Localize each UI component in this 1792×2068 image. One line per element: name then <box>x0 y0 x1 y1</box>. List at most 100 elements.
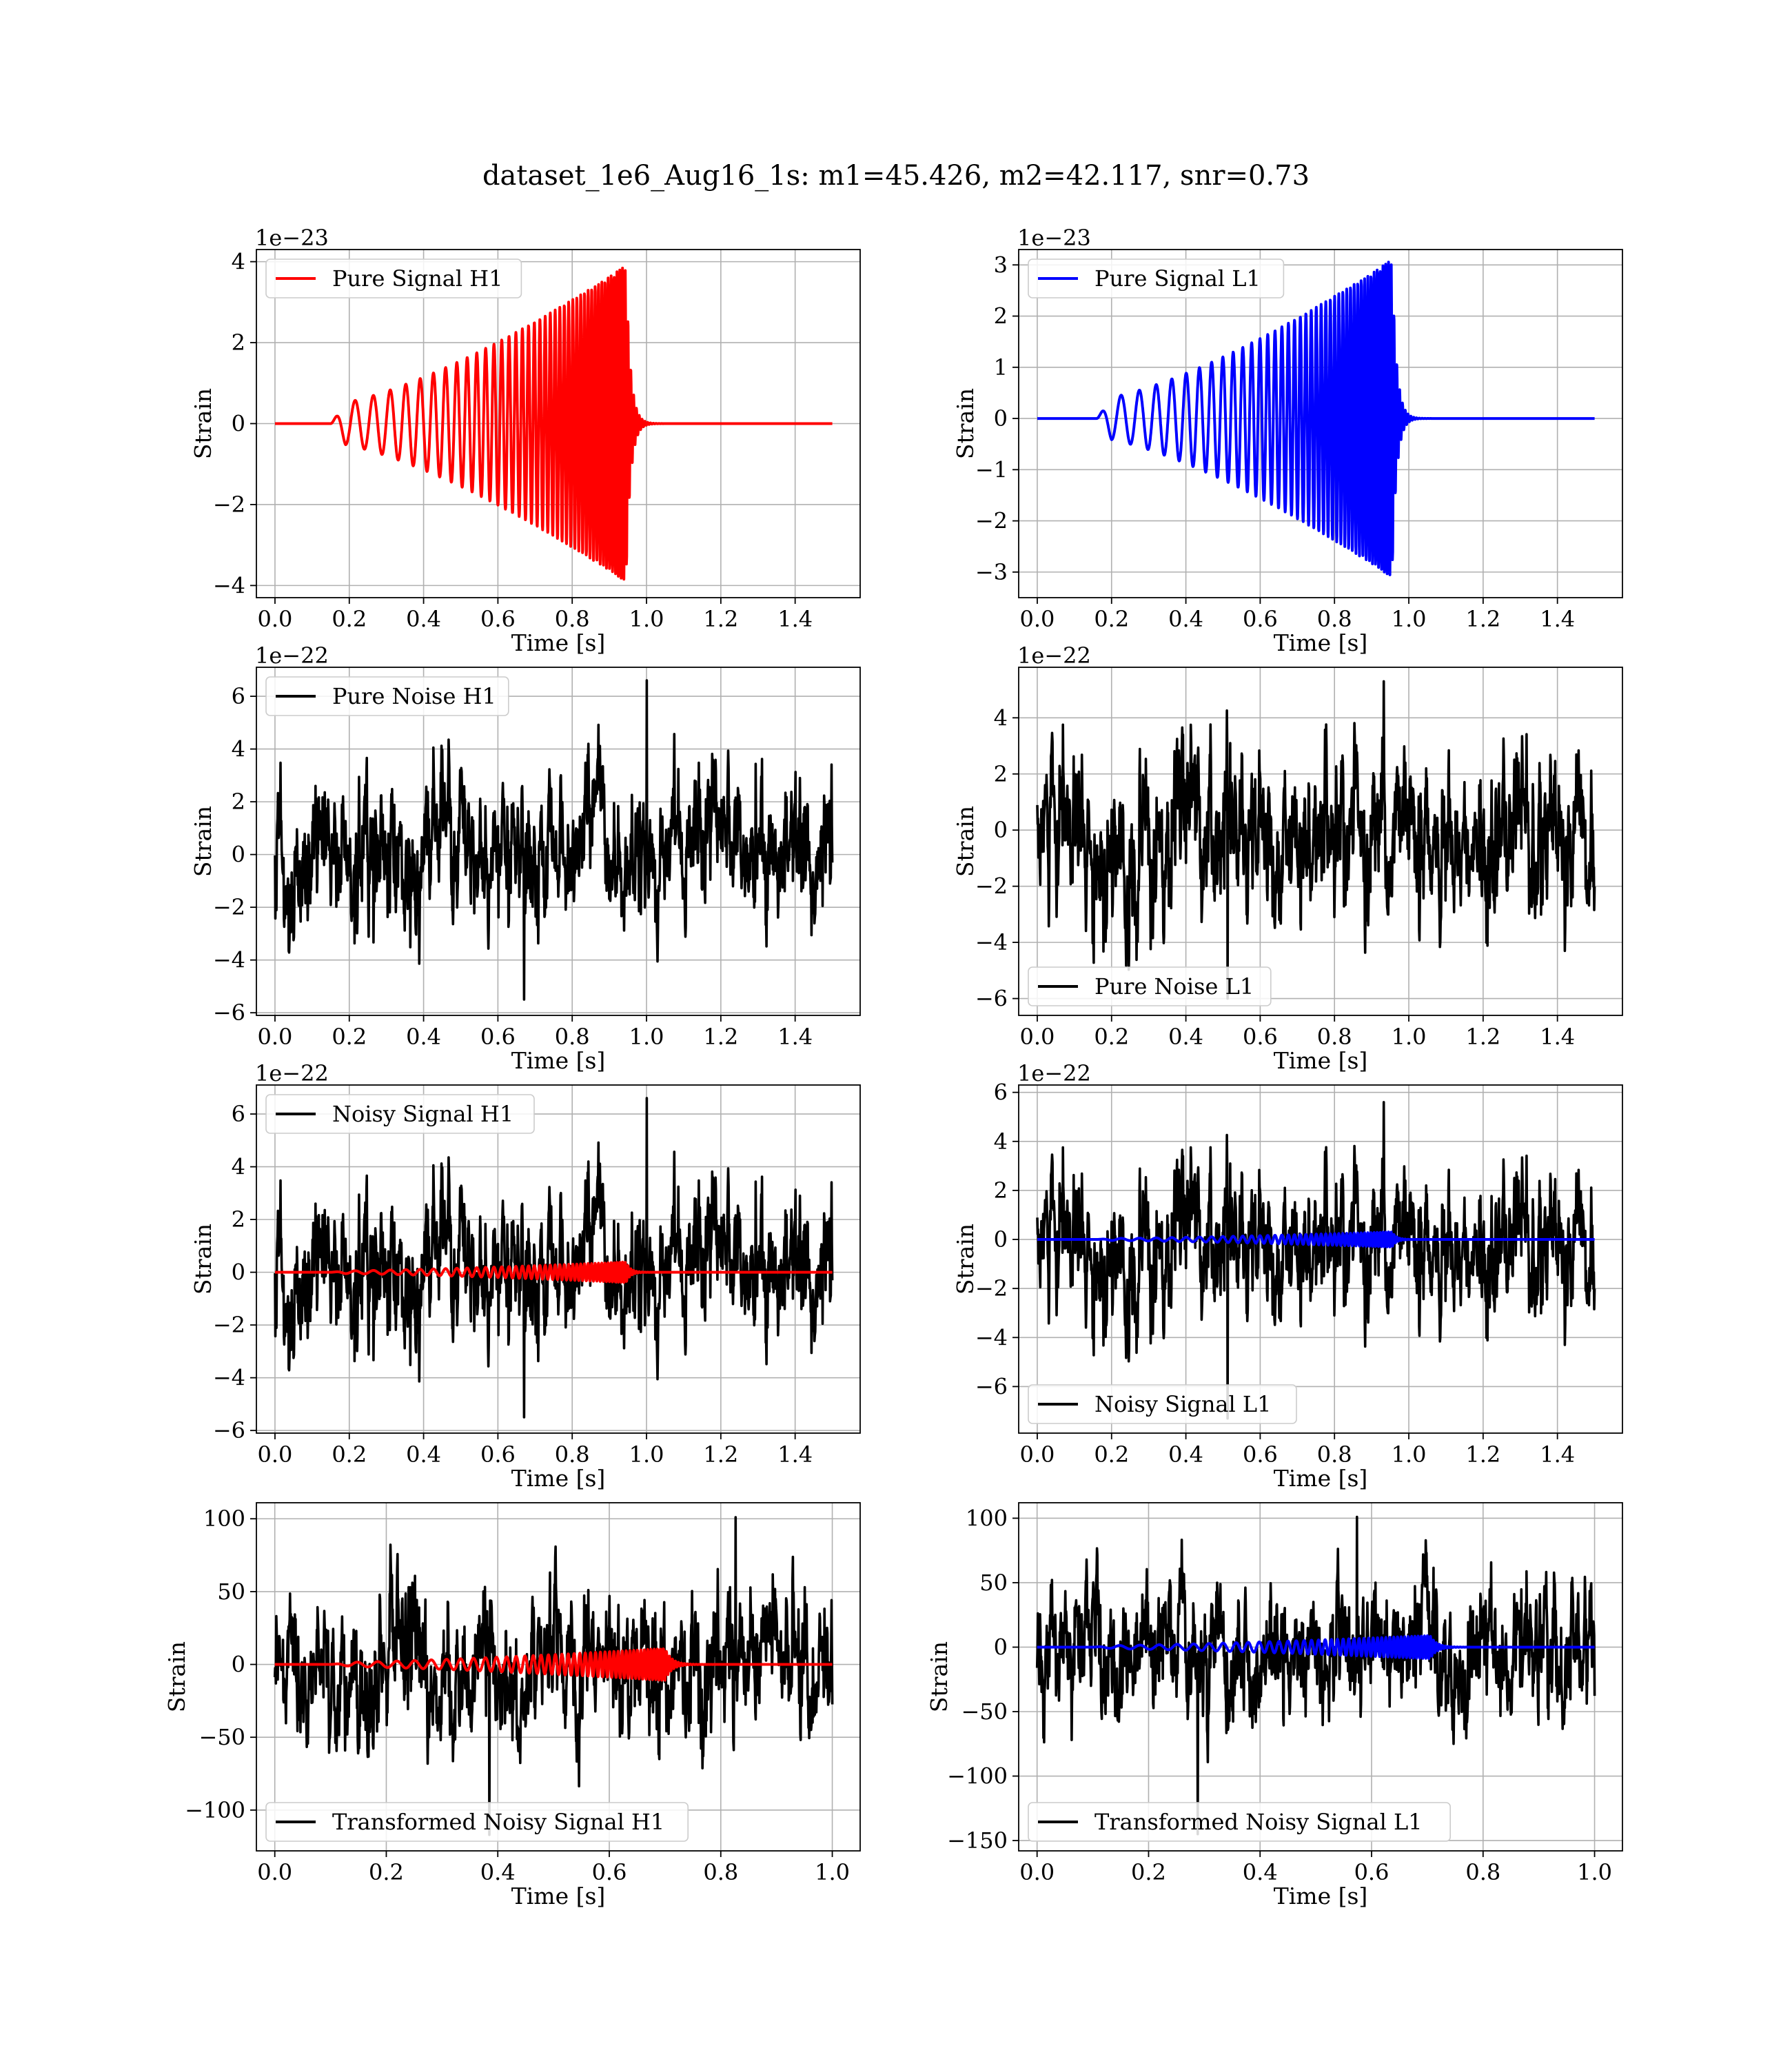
y-tick-label: 2 <box>232 789 245 815</box>
y-tick-label: 50 <box>979 1570 1008 1596</box>
y-tick-label: 0 <box>994 1634 1008 1660</box>
pure-noise-h1-panel: 0.0 0.2 0.4 0.6 0.8 1.0 1.2 1.4 −6 −4 −2 0 2 4 6 Time [… <box>190 642 861 1074</box>
x-tick-label: 0.8 <box>703 1859 738 1885</box>
legend: Noisy Signal H1 <box>265 1094 535 1134</box>
y-axis-label: Strain <box>190 1224 216 1295</box>
axis-offset-text: 1e−22 <box>1017 642 1091 669</box>
y-tick-label: −4 <box>975 929 1008 955</box>
x-tick-label: 0.4 <box>406 1024 441 1050</box>
x-tick-label: 0.0 <box>257 1859 292 1885</box>
axes-frame <box>256 1502 861 1852</box>
x-tick-label: 0.4 <box>1168 606 1203 632</box>
y-tick-label: −4 <box>213 947 245 973</box>
x-tick-label: 0.2 <box>369 1859 404 1885</box>
y-tick-label: 6 <box>232 1101 245 1127</box>
pure-signal-h1-panel: 0.0 0.2 0.4 0.6 0.8 1.0 1.2 1.4 −4 −2 0 2 4 Time [s] S… <box>190 225 861 656</box>
legend: Transformed Noisy Signal L1 <box>1028 1802 1452 1842</box>
x-tick-label: 0.4 <box>406 1441 441 1468</box>
x-tick-label: 1.4 <box>1540 606 1575 632</box>
x-tick-label: 0.0 <box>1020 1024 1055 1050</box>
x-tick-label: 1.4 <box>777 1024 813 1050</box>
y-tick-label: −4 <box>975 1324 1008 1350</box>
x-tick-label: 0.6 <box>480 606 516 632</box>
x-tick-label: 0.8 <box>1317 1024 1352 1050</box>
x-tick-label: 0.2 <box>1094 1024 1129 1050</box>
y-tick-label: −2 <box>213 894 245 920</box>
x-tick-label: 1.0 <box>629 606 664 632</box>
y-tick-label: −1 <box>975 456 1008 483</box>
axis-offset-text: 1e−23 <box>1017 225 1091 251</box>
legend-box <box>265 258 522 298</box>
x-tick-label: 0.6 <box>1243 1024 1278 1050</box>
axes-frame <box>256 1084 861 1434</box>
legend-label: Noisy Signal L1 <box>1094 1391 1272 1417</box>
x-tick-label: 0.6 <box>480 1024 516 1050</box>
y-tick-label: −6 <box>213 1417 245 1443</box>
x-tick-label: 0.0 <box>1020 1441 1055 1468</box>
x-tick-label: 1.4 <box>1540 1441 1575 1468</box>
x-tick-label: 1.2 <box>1465 1024 1500 1050</box>
x-tick-label: 0.2 <box>332 1024 367 1050</box>
transformed-noisy-signal-h1-panel: 0.0 0.2 0.4 0.6 0.8 1.0 −100 −50 0 50 100 Time [s] S… <box>163 1502 861 1909</box>
y-tick-label: 4 <box>232 736 245 762</box>
y-tick-label: −2 <box>213 1312 245 1338</box>
axes-frame <box>256 667 861 1016</box>
y-tick-label: −6 <box>213 1000 245 1026</box>
x-tick-label: 1.0 <box>1392 1441 1427 1468</box>
axes-frame <box>1018 1502 1623 1852</box>
y-tick-label: 2 <box>994 1177 1008 1204</box>
x-tick-label: 0.2 <box>1094 1441 1129 1468</box>
legend-label: Pure Signal L1 <box>1094 265 1261 292</box>
x-tick-label: 0.4 <box>1168 1024 1203 1050</box>
figure-title: dataset_1e6_Aug16_1s: m1=45.426, m2=42.1… <box>482 160 1310 192</box>
y-tick-label: 0 <box>232 1259 245 1286</box>
pure-signal-l1-panel: 0.0 0.2 0.4 0.6 0.8 1.0 1.2 1.4 −3 −2 −1 0 1 2 3 Time [… <box>952 225 1623 656</box>
y-axis-label: Strain <box>163 1641 190 1712</box>
x-tick-label: 0.8 <box>1317 1441 1352 1468</box>
x-axis-label: Time [s] <box>511 1047 606 1074</box>
y-axis-label: Strain <box>952 806 979 877</box>
x-tick-label: 0.0 <box>1020 606 1055 632</box>
x-tick-label: 0.2 <box>1094 606 1129 632</box>
y-tick-label: −4 <box>213 1365 245 1391</box>
x-tick-label: 0.6 <box>592 1859 627 1885</box>
axis-offset-text: 1e−22 <box>1017 1060 1091 1086</box>
x-tick-label: 1.0 <box>1392 606 1427 632</box>
x-tick-label: 0.0 <box>258 606 293 632</box>
y-tick-label: −100 <box>185 1797 245 1823</box>
legend-label: Transformed Noisy Signal H1 <box>332 1809 664 1835</box>
x-tick-label: 1.0 <box>1577 1859 1612 1885</box>
y-tick-label: −6 <box>975 986 1008 1012</box>
y-axis-label: Strain <box>952 388 979 459</box>
y-axis-label: Strain <box>190 806 216 877</box>
y-tick-label: 1 <box>994 354 1008 381</box>
x-tick-label: 1.4 <box>777 606 813 632</box>
y-tick-label: −2 <box>975 508 1008 534</box>
series-line-0 <box>273 1516 834 1836</box>
axis-offset-text: 1e−22 <box>255 1060 329 1086</box>
series-line-0 <box>1036 1101 1596 1420</box>
y-tick-label: −2 <box>975 873 1008 900</box>
series-line-0 <box>1036 261 1596 576</box>
pure-noise-l1-panel: 0.0 0.2 0.4 0.6 0.8 1.0 1.2 1.4 −6 −4 −2 0 2 4 Time [s… <box>952 642 1623 1074</box>
x-tick-label: 0.8 <box>1317 606 1352 632</box>
y-tick-label: 2 <box>994 761 1008 787</box>
x-tick-label: 0.6 <box>1243 1441 1278 1468</box>
x-tick-label: 1.0 <box>629 1441 664 1468</box>
x-tick-label: 1.2 <box>703 1024 738 1050</box>
x-tick-label: 0.8 <box>555 1441 590 1468</box>
y-tick-label: 0 <box>232 1652 245 1678</box>
x-tick-label: 0.6 <box>480 1441 516 1468</box>
y-tick-label: 2 <box>232 330 245 356</box>
x-tick-label: 0.6 <box>1243 606 1278 632</box>
noisy-signal-l1-panel: 0.0 0.2 0.4 0.6 0.8 1.0 1.2 1.4 −6 −4 −2 0 2 4 6 Time [… <box>952 1060 1623 1492</box>
y-axis-label: Strain <box>926 1641 953 1712</box>
series-line-0 <box>274 266 834 581</box>
legend-label: Pure Noise L1 <box>1094 973 1254 1000</box>
x-axis-label: Time [s] <box>511 629 606 656</box>
axes-frame <box>1018 249 1623 598</box>
x-tick-label: 0.4 <box>480 1859 516 1885</box>
x-tick-label: 0.0 <box>258 1024 293 1050</box>
legend-box <box>1028 966 1272 1006</box>
